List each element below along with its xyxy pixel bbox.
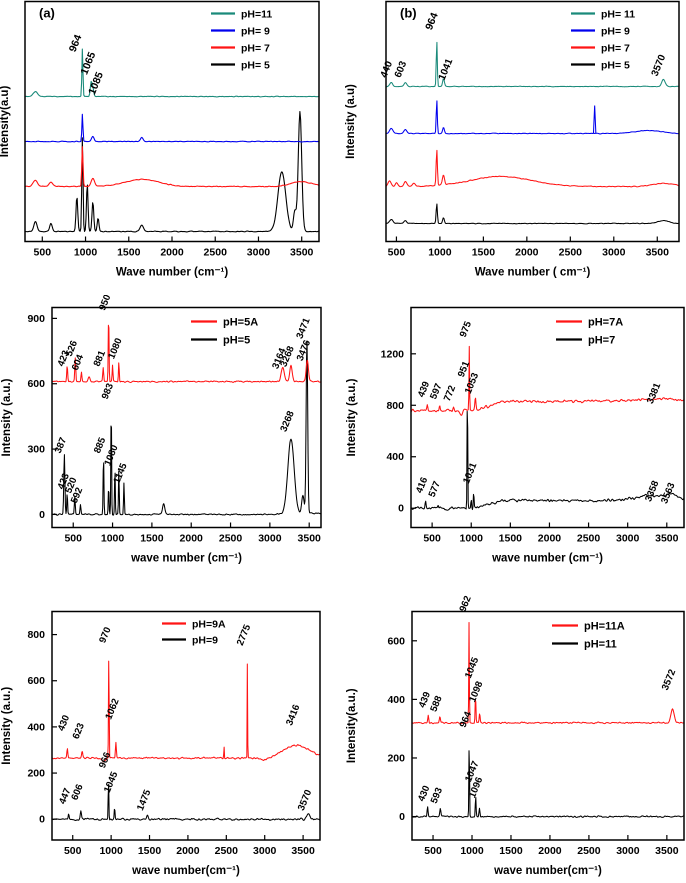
svg-text:pH=7A: pH=7A xyxy=(588,317,623,329)
svg-text:2500: 2500 xyxy=(215,845,239,857)
svg-text:2000: 2000 xyxy=(160,247,184,259)
svg-text:1200: 1200 xyxy=(381,348,405,360)
svg-text:Intensity (a.u.): Intensity (a.u.) xyxy=(346,378,358,456)
svg-text:600: 600 xyxy=(387,635,405,647)
svg-text:1000: 1000 xyxy=(99,845,123,857)
svg-text:0: 0 xyxy=(398,503,404,515)
svg-text:3500: 3500 xyxy=(655,845,679,857)
svg-text:pH= 7: pH= 7 xyxy=(241,43,270,55)
svg-text:500: 500 xyxy=(64,845,82,857)
svg-text:Intensity(a.u): Intensity(a.u) xyxy=(0,86,11,158)
svg-text:3000: 3000 xyxy=(253,845,277,857)
svg-text:2500: 2500 xyxy=(204,247,228,259)
svg-text:400: 400 xyxy=(27,721,45,733)
svg-text:1500: 1500 xyxy=(499,845,523,857)
svg-text:1000: 1000 xyxy=(460,845,484,857)
svg-text:600: 600 xyxy=(27,675,45,687)
svg-text:Wave number ( cm⁻¹): Wave number ( cm⁻¹) xyxy=(475,267,591,279)
svg-text:pH= 9: pH= 9 xyxy=(241,26,270,38)
svg-text:pH=7: pH=7 xyxy=(588,335,615,347)
svg-text:900: 900 xyxy=(27,313,45,325)
svg-text:500: 500 xyxy=(424,845,442,857)
svg-text:800: 800 xyxy=(386,400,404,412)
svg-text:wave number(cm⁻¹): wave number(cm⁻¹) xyxy=(493,865,602,877)
svg-text:3500: 3500 xyxy=(291,845,315,857)
svg-text:pH=9A: pH=9A xyxy=(192,619,226,631)
svg-text:pH= 11: pH= 11 xyxy=(601,9,635,21)
svg-text:1000: 1000 xyxy=(460,533,484,545)
svg-text:3000: 3000 xyxy=(247,247,271,259)
svg-text:400: 400 xyxy=(387,694,405,706)
svg-text:pH=11: pH=11 xyxy=(584,639,617,651)
svg-text:3500: 3500 xyxy=(655,533,679,545)
svg-text:3500: 3500 xyxy=(290,247,314,259)
svg-text:pH=11: pH=11 xyxy=(241,9,272,21)
svg-text:(a): (a) xyxy=(39,6,55,21)
svg-text:Wave number (cm⁻¹): Wave number (cm⁻¹) xyxy=(116,267,229,279)
svg-text:pH=5: pH=5 xyxy=(223,335,250,347)
svg-text:pH= 7: pH= 7 xyxy=(601,43,630,55)
svg-text:Intensity (a.u.): Intensity (a.u.) xyxy=(1,687,13,765)
svg-text:0: 0 xyxy=(39,509,45,521)
svg-text:500: 500 xyxy=(423,533,441,545)
svg-text:0: 0 xyxy=(399,811,405,823)
svg-text:wave number (cm⁻¹): wave number (cm⁻¹) xyxy=(130,553,242,565)
svg-text:1500: 1500 xyxy=(117,247,141,259)
svg-text:3500: 3500 xyxy=(298,533,322,545)
svg-text:2000: 2000 xyxy=(538,845,562,857)
svg-text:wave number (cm⁻¹): wave number (cm⁻¹) xyxy=(491,553,603,565)
svg-text:2000: 2000 xyxy=(538,533,562,545)
svg-text:0: 0 xyxy=(39,814,45,826)
svg-text:1000: 1000 xyxy=(428,247,452,259)
svg-text:pH=9: pH=9 xyxy=(192,635,218,647)
svg-text:2500: 2500 xyxy=(577,533,601,545)
svg-text:1500: 1500 xyxy=(499,533,523,545)
svg-text:2500: 2500 xyxy=(559,247,583,259)
svg-text:2000: 2000 xyxy=(180,533,204,545)
svg-text:300: 300 xyxy=(27,444,45,456)
svg-text:wave number(cm⁻¹): wave number(cm⁻¹) xyxy=(131,865,240,877)
svg-text:3500: 3500 xyxy=(646,247,670,259)
svg-text:500: 500 xyxy=(388,247,406,259)
svg-text:2000: 2000 xyxy=(176,845,200,857)
svg-text:pH=11A: pH=11A xyxy=(584,621,625,633)
svg-text:1500: 1500 xyxy=(138,845,162,857)
svg-text:3000: 3000 xyxy=(602,247,626,259)
svg-text:2500: 2500 xyxy=(219,533,243,545)
svg-text:Intensity (a.u.): Intensity (a.u.) xyxy=(1,378,13,456)
svg-text:600: 600 xyxy=(27,378,45,390)
svg-text:400: 400 xyxy=(386,451,404,463)
svg-text:pH= 5: pH= 5 xyxy=(601,60,630,72)
svg-text:3000: 3000 xyxy=(258,533,282,545)
svg-text:200: 200 xyxy=(27,768,45,780)
svg-text:200: 200 xyxy=(387,752,405,764)
svg-text:(b): (b) xyxy=(400,6,417,21)
svg-text:2500: 2500 xyxy=(577,845,601,857)
svg-text:500: 500 xyxy=(64,533,82,545)
svg-text:pH= 5: pH= 5 xyxy=(241,60,270,72)
svg-text:1500: 1500 xyxy=(472,247,496,259)
svg-text:3000: 3000 xyxy=(616,533,640,545)
svg-text:Intensity (a.u): Intensity (a.u) xyxy=(345,84,357,159)
svg-text:1000: 1000 xyxy=(74,247,98,259)
svg-text:pH= 9: pH= 9 xyxy=(601,26,630,38)
svg-text:pH=5A: pH=5A xyxy=(223,317,258,329)
svg-text:1500: 1500 xyxy=(140,533,164,545)
svg-text:500: 500 xyxy=(34,247,52,259)
svg-text:2000: 2000 xyxy=(515,247,539,259)
svg-text:800: 800 xyxy=(27,629,45,641)
svg-text:1000: 1000 xyxy=(101,533,125,545)
svg-text:Intensity(a.u.): Intensity(a.u.) xyxy=(346,688,358,763)
svg-text:3000: 3000 xyxy=(616,845,640,857)
